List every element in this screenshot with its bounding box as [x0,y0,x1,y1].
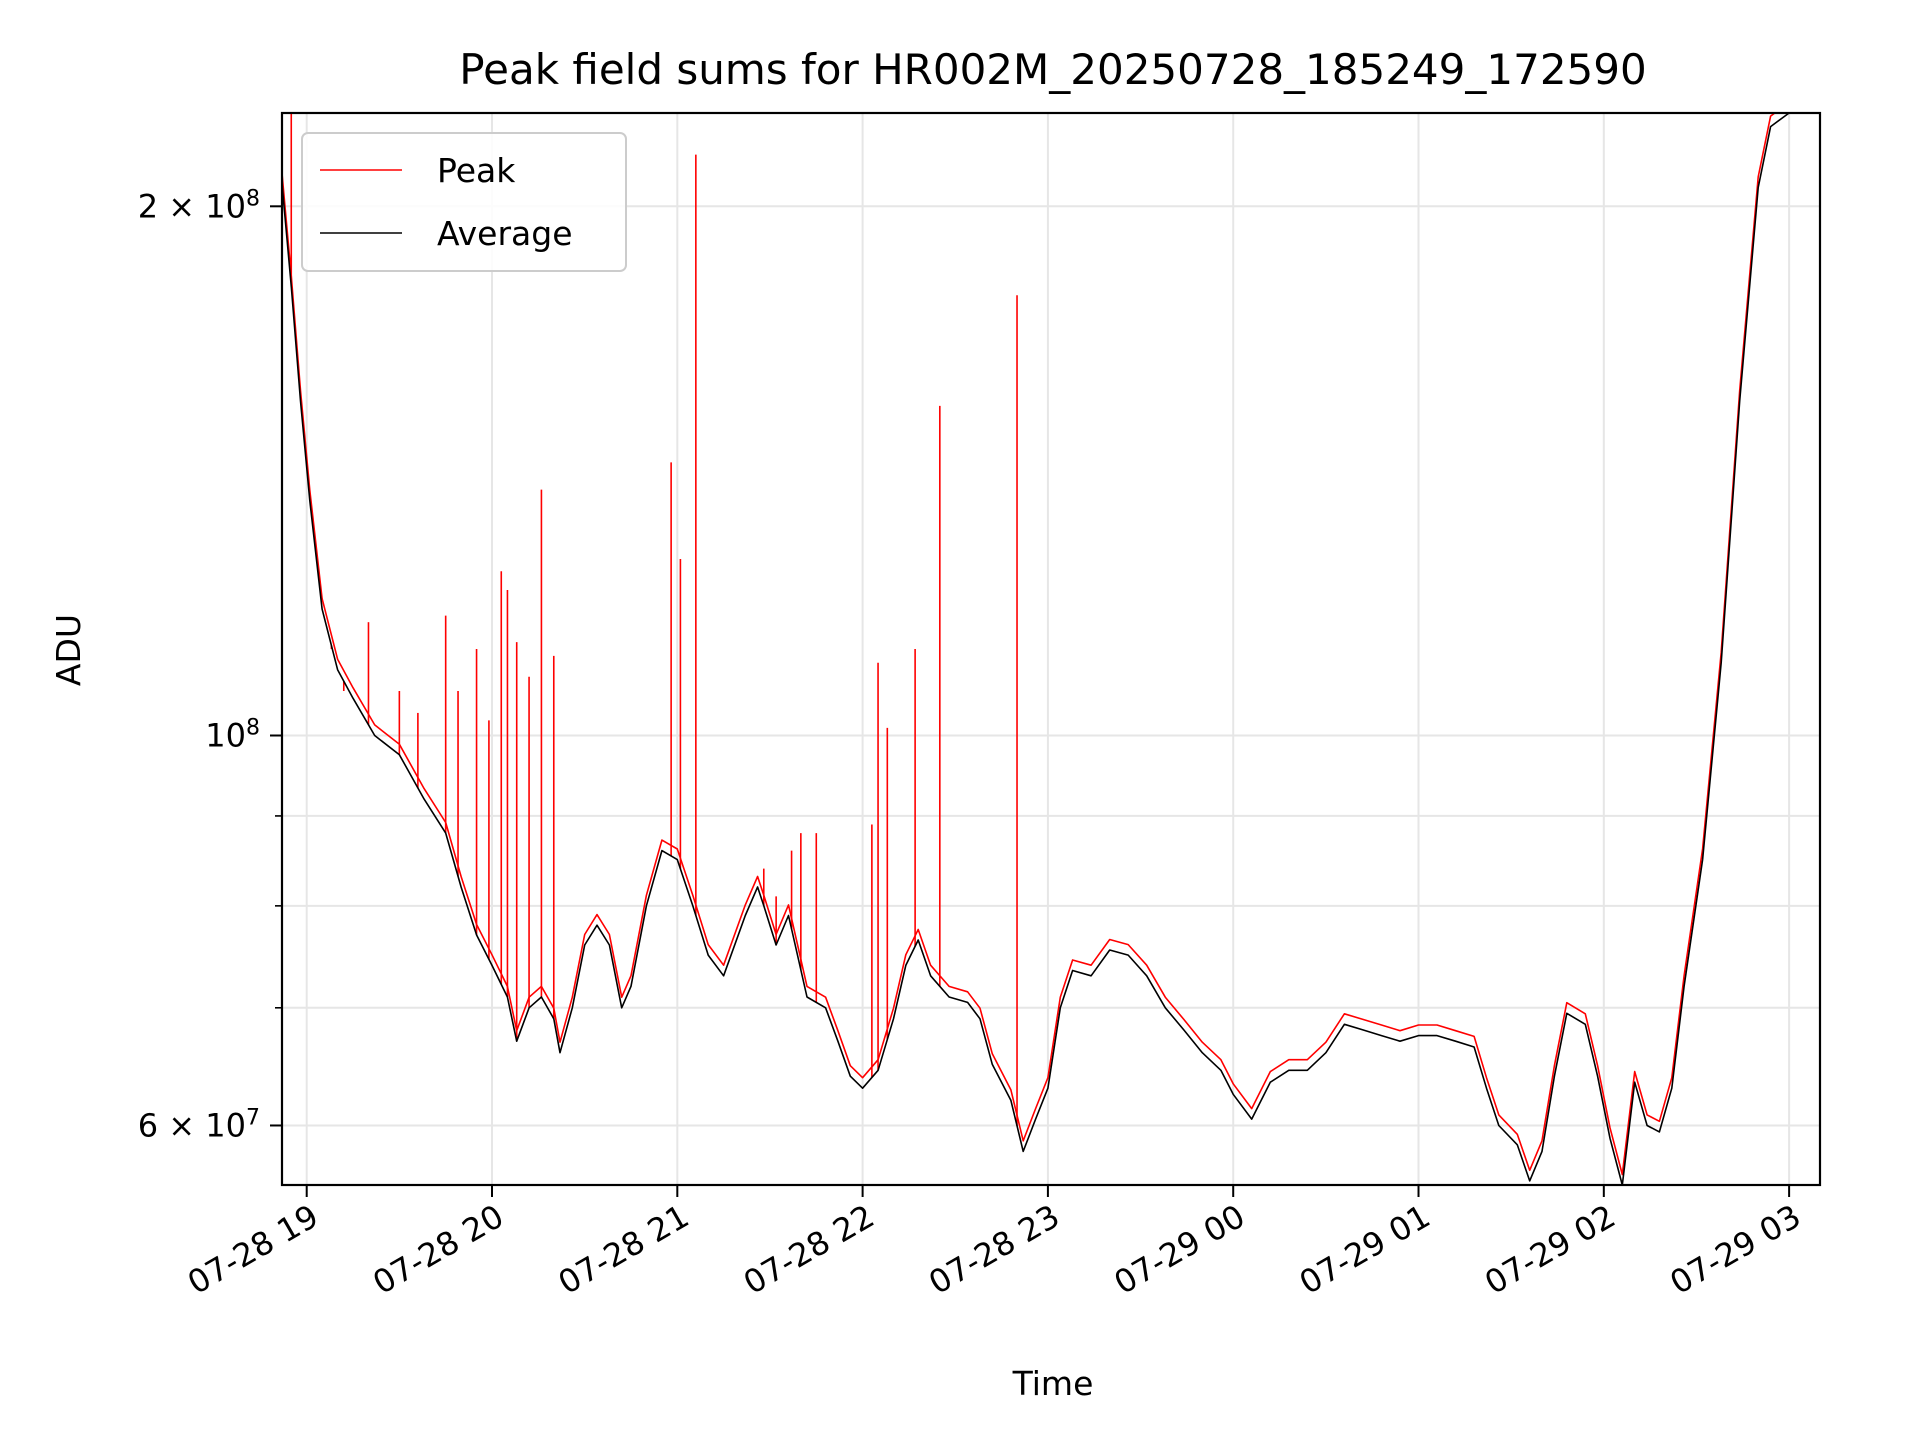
legend: Peak Average [301,132,627,272]
y-tick-label: 2 × 108 [138,186,260,226]
y-axis-title: ADU [49,614,88,686]
chart-title: Peak field sums for HR002M_20250728_1852… [459,45,1646,94]
plot-area [281,101,1790,1186]
legend-label-average: Average [437,214,573,253]
grid-lines [282,113,1820,1185]
peak-series-line [281,101,1790,1176]
plot-mask-top [0,0,1920,113]
average-series-line [281,112,1790,1186]
legend-label-peak: Peak [437,151,516,190]
plot-mask-bottom [0,1185,1920,1440]
x-axis-title: Time [1012,1364,1094,1403]
plot-frame [280,111,1822,1187]
legend-box [301,132,627,272]
y-tick-label: 108 [205,715,260,755]
y-tick-label: 6 × 107 [138,1105,260,1145]
